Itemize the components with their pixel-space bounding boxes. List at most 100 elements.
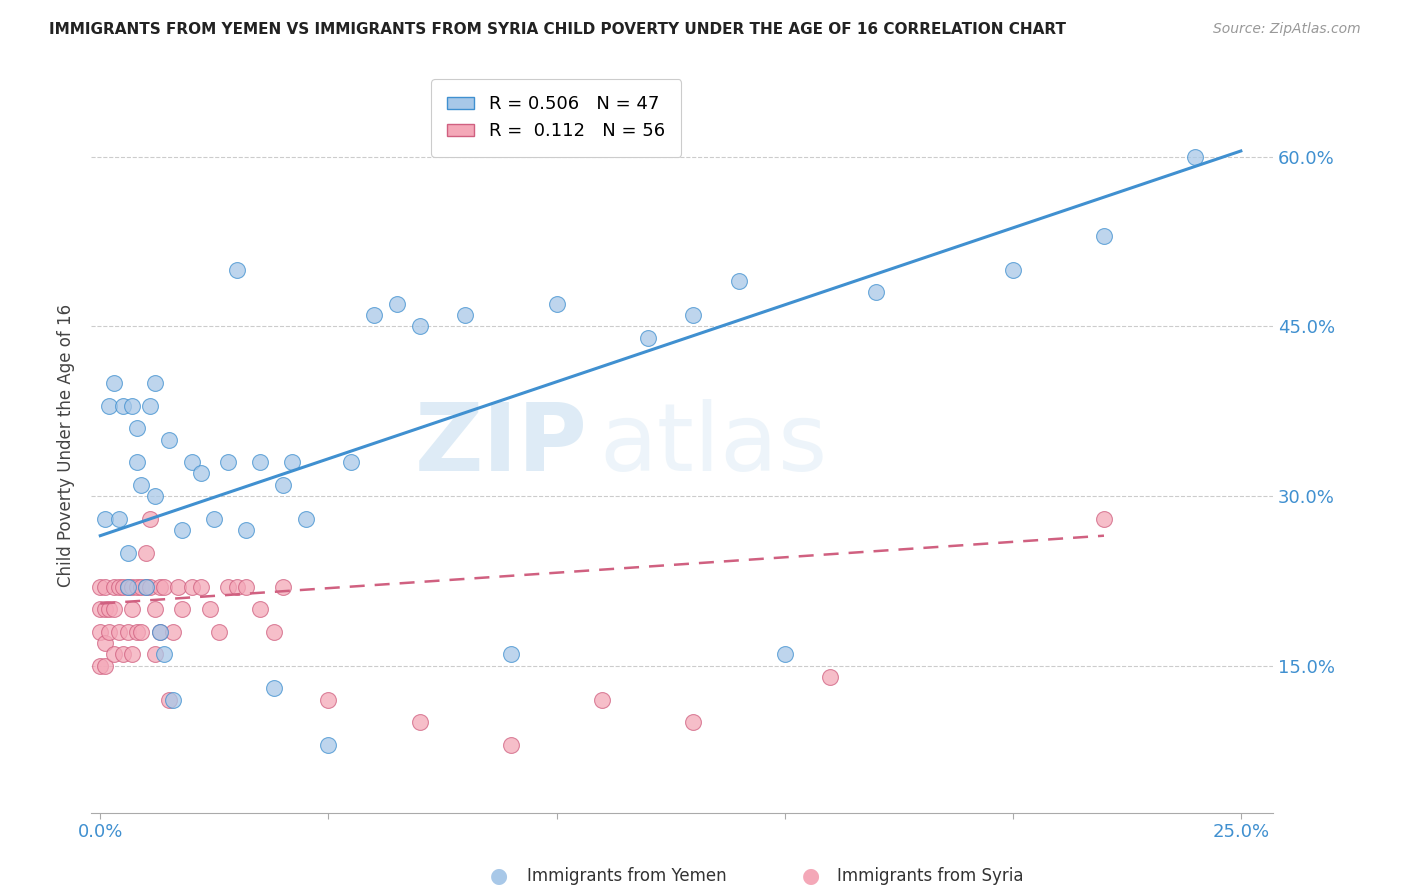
Point [499, 648, 522, 662]
Point [162, 624, 184, 639]
Point [1092, 228, 1115, 243]
Point [1001, 262, 1024, 277]
Point [172, 602, 194, 616]
Point [117, 546, 139, 560]
Point [94, 636, 117, 650]
Point [103, 580, 125, 594]
Point [131, 580, 153, 594]
Point [637, 331, 659, 345]
Text: Source: ZipAtlas.com: Source: ZipAtlas.com [1213, 22, 1361, 37]
Text: ●: ● [491, 866, 508, 886]
Point [249, 602, 271, 616]
Point [728, 274, 751, 288]
Point [117, 624, 139, 639]
Point [281, 455, 304, 469]
Point [385, 297, 408, 311]
Point [98, 602, 121, 616]
Point [190, 467, 212, 481]
Point [121, 580, 143, 594]
Point [112, 399, 135, 413]
Point [117, 580, 139, 594]
Point [103, 376, 125, 390]
Point [94, 512, 117, 526]
Point [135, 546, 157, 560]
Point [226, 580, 249, 594]
Point [217, 580, 239, 594]
Point [190, 580, 212, 594]
Point [1092, 512, 1115, 526]
Point [162, 692, 184, 706]
Point [217, 455, 239, 469]
Point [94, 580, 117, 594]
Point [235, 523, 257, 537]
Point [131, 624, 153, 639]
Point [271, 477, 294, 491]
Point [107, 624, 129, 639]
Point [98, 399, 121, 413]
Point [499, 738, 522, 752]
Point [149, 580, 172, 594]
Point [454, 308, 477, 322]
Point [125, 624, 148, 639]
Point [340, 455, 363, 469]
Text: Immigrants from Yemen: Immigrants from Yemen [527, 867, 727, 885]
Point [682, 308, 704, 322]
Point [773, 648, 796, 662]
Point [208, 624, 231, 639]
Point [143, 602, 166, 616]
Point [139, 512, 162, 526]
Y-axis label: Child Poverty Under the Age of 16: Child Poverty Under the Age of 16 [58, 303, 75, 587]
Point [125, 455, 148, 469]
Point [125, 421, 148, 435]
Point [112, 648, 135, 662]
Point [591, 692, 613, 706]
Point [153, 648, 176, 662]
Point [263, 681, 285, 696]
Point [121, 399, 143, 413]
Point [818, 670, 841, 684]
Text: ●: ● [803, 866, 820, 886]
Point [94, 658, 117, 673]
Point [121, 648, 143, 662]
Point [235, 580, 257, 594]
Point [180, 580, 202, 594]
Point [149, 624, 172, 639]
Point [363, 308, 385, 322]
Point [98, 624, 121, 639]
Point [249, 455, 271, 469]
Point [682, 715, 704, 730]
Text: IMMIGRANTS FROM YEMEN VS IMMIGRANTS FROM SYRIA CHILD POVERTY UNDER THE AGE OF 16: IMMIGRANTS FROM YEMEN VS IMMIGRANTS FROM… [49, 22, 1066, 37]
Point [89, 624, 111, 639]
Point [103, 648, 125, 662]
Point [125, 580, 148, 594]
Point [318, 738, 340, 752]
Point [294, 512, 316, 526]
Point [166, 580, 188, 594]
Point [157, 433, 180, 447]
Point [865, 285, 887, 300]
Point [89, 658, 111, 673]
Text: Immigrants from Syria: Immigrants from Syria [837, 867, 1024, 885]
Point [271, 580, 294, 594]
Point [180, 455, 202, 469]
Text: ZIP: ZIP [415, 400, 588, 491]
Point [149, 624, 172, 639]
Point [408, 319, 430, 334]
Point [135, 580, 157, 594]
Point [263, 624, 285, 639]
Point [135, 580, 157, 594]
Point [121, 602, 143, 616]
Point [139, 399, 162, 413]
Point [198, 602, 221, 616]
Point [103, 602, 125, 616]
Point [89, 580, 111, 594]
Point [89, 602, 111, 616]
Point [202, 512, 225, 526]
Point [107, 512, 129, 526]
Point [94, 602, 117, 616]
Point [226, 262, 249, 277]
Point [157, 692, 180, 706]
Point [117, 580, 139, 594]
Point [139, 580, 162, 594]
Point [131, 477, 153, 491]
